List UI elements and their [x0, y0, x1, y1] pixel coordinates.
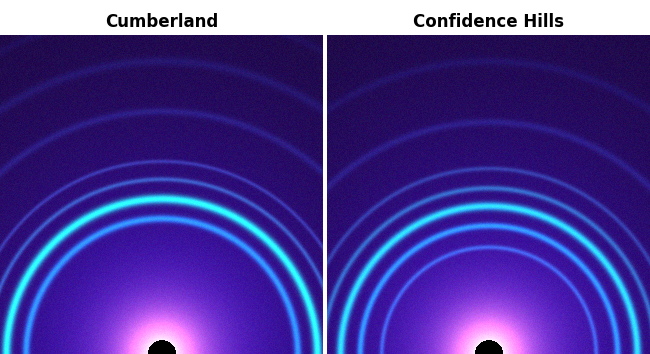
Text: Confidence Hills: Confidence Hills: [413, 13, 564, 32]
Text: Cumberland: Cumberland: [105, 13, 218, 32]
